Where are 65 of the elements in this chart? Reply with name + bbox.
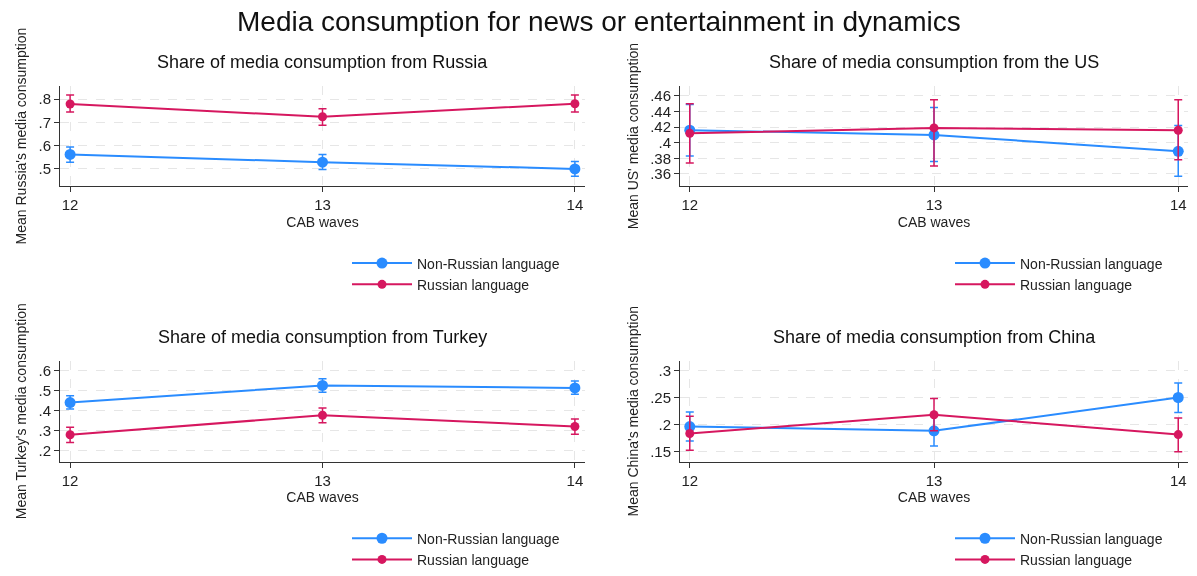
y-tick-label: .42 <box>650 118 671 136</box>
y-axis-title: Mean China's media consumption <box>624 305 641 517</box>
y-tick-label: .4 <box>658 133 671 151</box>
legend-label: Non-Russian language <box>417 530 560 547</box>
x-axis-title: CAB waves <box>897 213 971 230</box>
y-axis-title: Mean Turkey's media consumption <box>13 303 30 520</box>
x-tick-label: 14 <box>566 471 584 489</box>
x-tick-label: 14 <box>566 196 584 214</box>
legend-label: Non-Russian language <box>1020 530 1163 547</box>
x-tick-label: 13 <box>314 196 331 214</box>
y-tick-label: .36 <box>650 165 671 183</box>
y-tick-label: .6 <box>38 136 51 154</box>
x-tick-label: 12 <box>681 471 699 489</box>
chart-title: Share of media consumption from China <box>773 327 1097 347</box>
point <box>318 112 327 122</box>
x-axis-title: CAB waves <box>286 213 359 230</box>
chart-title: Share of media consumption from the US <box>769 52 1100 72</box>
x-tick-label: 14 <box>1169 196 1187 214</box>
point <box>65 430 75 440</box>
point <box>685 128 695 138</box>
point <box>1173 125 1183 135</box>
y-tick-label: .44 <box>650 102 671 120</box>
legend-label: Non-Russian language <box>1020 255 1163 272</box>
point <box>65 99 75 109</box>
legend-label: Russian language <box>1020 276 1133 293</box>
text: Media consumption for news or entertainment in dynamics <box>237 6 961 37</box>
legend-label: Non-Russian language <box>417 255 560 272</box>
chart-title: Share of media consumption from Turkey <box>158 327 488 347</box>
y-tick-label: .46 <box>650 87 671 105</box>
y-tick-label: .7 <box>38 113 51 131</box>
y-axis-title: Mean US' media consumption <box>624 42 641 230</box>
y-tick-label: .4 <box>38 401 51 419</box>
y-tick-label: .2 <box>658 415 671 433</box>
y-tick-label: .8 <box>38 90 51 108</box>
legend-label: Russian language <box>417 551 530 568</box>
y-tick-label: .6 <box>38 361 51 379</box>
legend-label: Russian language <box>417 276 530 293</box>
point <box>570 422 580 431</box>
point <box>570 99 580 109</box>
point <box>685 429 695 439</box>
x-axis-title: CAB waves <box>897 488 971 505</box>
point <box>929 410 939 420</box>
point <box>1172 392 1184 403</box>
y-tick-label: .5 <box>38 160 51 178</box>
y-tick-label: .3 <box>658 361 671 379</box>
y-tick-label: .2 <box>38 442 51 460</box>
point <box>318 410 327 420</box>
point <box>1173 430 1183 440</box>
x-tick-label: 13 <box>925 471 943 489</box>
y-tick-label: .25 <box>650 388 671 406</box>
x-tick-label: 13 <box>314 471 331 489</box>
chart-title: Share of media consumption from Russia <box>157 52 489 72</box>
x-tick-label: 13 <box>925 196 943 214</box>
y-tick-label: .5 <box>38 381 51 399</box>
point <box>929 123 939 133</box>
legend-label: Russian language <box>1020 551 1133 568</box>
y-tick-label: .38 <box>650 149 671 167</box>
x-tick-label: 12 <box>681 196 699 214</box>
x-axis-title: CAB waves <box>286 488 359 505</box>
y-tick-label: .15 <box>650 442 671 460</box>
x-tick-label: 12 <box>61 196 79 214</box>
x-tick-label: 14 <box>1169 471 1187 489</box>
y-tick-label: .3 <box>38 421 51 439</box>
x-tick-label: 12 <box>61 471 79 489</box>
y-axis-title: Mean Russia's media consumption <box>13 27 30 245</box>
